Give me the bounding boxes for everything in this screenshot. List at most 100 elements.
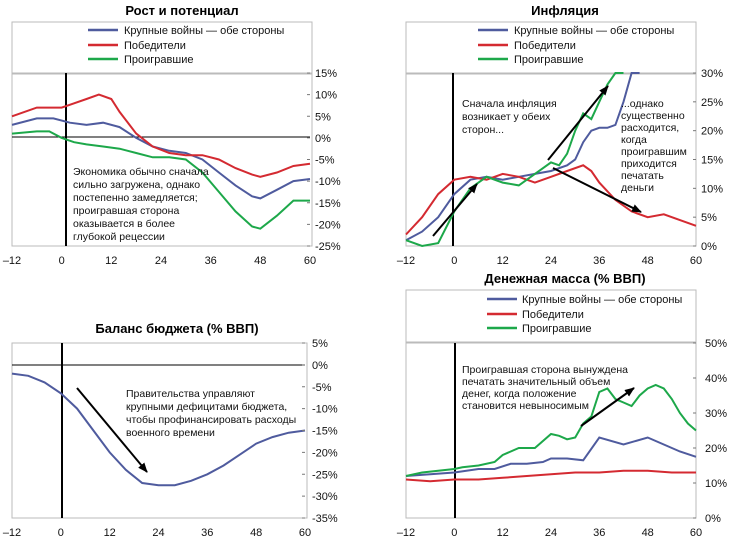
growth-annotation-line: постепенно замедляется;: [73, 192, 198, 204]
money-legend-green-label: Проигравшие: [522, 323, 591, 335]
growth-x-tick-label: 36: [205, 255, 217, 267]
money-annotation-line: денег, когда положение: [462, 388, 577, 400]
inflation-panel: Инфляция Крупные войны — обе стороны Поб…: [397, 3, 723, 267]
budget-annotation-line: Правительства управляют: [126, 388, 255, 400]
growth-annotation-line: проигравшая сторона: [73, 205, 179, 217]
growth-legend-green-label: Проигравшие: [124, 54, 193, 66]
inflation-x-tick-label: 48: [642, 255, 654, 267]
money-legend-blue-label: Крупные войны — обе стороны: [522, 294, 682, 306]
growth-y-tick-label: -5%: [315, 155, 335, 167]
budget-y-tick-label: -10%: [312, 404, 338, 416]
budget-x-tick-label: 48: [250, 527, 262, 539]
budget-annotation-line: чтобы профинансировать расходы: [126, 414, 296, 426]
growth-y-tick-label: 5%: [315, 111, 331, 123]
inflation-legend-blue-label: Крупные войны — обе стороны: [514, 25, 674, 37]
money-y-tick-label: 40%: [705, 373, 727, 385]
money-y-tick-label: 10%: [705, 478, 727, 490]
growth-legend-blue-label: Крупные войны — обе стороны: [124, 25, 284, 37]
budget-x-tick-label: 12: [104, 527, 116, 539]
inflation-legend-box: [405, 21, 697, 75]
money-x-tick-label: 0: [451, 527, 457, 539]
growth-annotation-line: оказывается в более: [73, 218, 175, 230]
inflation-x-tick-label: 0: [451, 255, 457, 267]
growth-x-tick-label: 48: [254, 255, 266, 267]
inflation-x-tick-label: 36: [593, 255, 605, 267]
inflation-annotation-line: расходится,: [621, 122, 679, 134]
inflation-y-tick-label: 30%: [701, 68, 723, 80]
budget-annotation-line: военного времени: [126, 427, 215, 439]
budget-y-tick-label: 5%: [312, 338, 328, 350]
inflation-legend-red-label: Победители: [514, 40, 576, 52]
inflation-annotation-line: сторон...: [462, 124, 504, 136]
money-title: Денежная масса (% ВВП): [484, 271, 645, 286]
money-x-ticks: –12 0 12 24 36 48 60: [397, 527, 702, 539]
growth-legend-box: [11, 21, 313, 75]
growth-x-tick-label: 60: [304, 255, 316, 267]
budget-y-tick-label: -30%: [312, 491, 338, 503]
money-y-tick-label: 50%: [705, 338, 727, 350]
growth-legend-red-label: Победители: [124, 40, 186, 52]
budget-panel: Баланс бюджета (% ВВП) Правительства упр…: [3, 321, 338, 539]
money-annotation: Проигравшая сторона вынуждена печатать з…: [462, 364, 628, 412]
budget-arrow: [76, 387, 148, 473]
money-y-ticks: 50% 40% 30% 20% 10% 0%: [693, 338, 727, 525]
growth-series-red: [11, 93, 311, 178]
inflation-legend-green-label: Проигравшие: [514, 54, 583, 66]
money-panel: Денежная масса (% ВВП) Крупные войны — о…: [397, 271, 727, 539]
growth-y-tick-label: 10%: [315, 90, 337, 102]
inflation-title: Инфляция: [531, 3, 599, 18]
inflation-y-tick-label: 25%: [701, 97, 723, 109]
inflation-annotation-line: ...однако: [621, 98, 664, 110]
budget-plot-frame: [11, 342, 308, 519]
growth-x-tick-label: 12: [105, 255, 117, 267]
growth-annotation-line: Экономика обычно сначала: [73, 166, 209, 178]
inflation-annotation-line: возникает у обеих: [462, 111, 551, 123]
money-annotation-line: Проигравшая сторона вынуждена: [462, 364, 628, 376]
budget-series-blue: [11, 372, 306, 487]
growth-x-tick-label: 0: [59, 255, 65, 267]
budget-x-ticks: –12 0 12 24 36 48 60: [3, 527, 311, 539]
budget-y-tick-label: -35%: [312, 513, 338, 525]
budget-x-tick-label: 0: [58, 527, 64, 539]
growth-annotation-line: сильно загружена, однако: [73, 179, 200, 191]
inflation-annotation-line: приходится: [621, 158, 677, 170]
growth-panel: Рост и потенциал Крупные войны — обе сто…: [3, 3, 341, 267]
inflation-series-blue: [405, 72, 640, 242]
growth-y-tick-label: -20%: [315, 219, 341, 231]
growth-title: Рост и потенциал: [125, 3, 238, 18]
budget-annotation-line: крупными дефицитами бюджета,: [126, 401, 287, 413]
inflation-annotation-left: Сначала инфляция возникает у обеих сторо…: [462, 98, 557, 136]
money-legend-box: [405, 289, 697, 343]
money-y-tick-label: 0%: [705, 513, 721, 525]
growth-y-tick-label: -25%: [315, 241, 341, 253]
money-x-tick-label: 60: [690, 527, 702, 539]
money-x-tick-label: 24: [545, 527, 557, 539]
inflation-x-tick-label: –12: [397, 255, 415, 267]
money-series-green: [405, 383, 697, 477]
growth-y-tick-label: -10%: [315, 176, 341, 188]
budget-x-tick-label: 24: [152, 527, 164, 539]
inflation-x-tick-label: 60: [690, 255, 702, 267]
growth-plot-frame: [11, 72, 313, 247]
budget-title: Баланс бюджета (% ВВП): [95, 321, 258, 336]
inflation-arrow-up-left: [432, 183, 478, 237]
money-series-red: [405, 469, 696, 483]
money-annotation-line: печатать значительный объем: [462, 376, 610, 388]
budget-x-tick-label: 36: [201, 527, 213, 539]
growth-y-tick-label: 15%: [315, 68, 337, 80]
inflation-annotation-line: Сначала инфляция: [462, 98, 557, 110]
growth-x-tick-label: –12: [3, 255, 21, 267]
inflation-annotation-line: когда: [621, 134, 647, 146]
budget-y-tick-label: -5%: [312, 382, 332, 394]
growth-series-green: [11, 130, 310, 230]
budget-y-tick-label: -15%: [312, 426, 338, 438]
budget-y-ticks: 5% 0% -5% -10% -15% -20% -25% -30% -35%: [302, 338, 338, 525]
inflation-x-tick-label: 24: [545, 255, 557, 267]
growth-y-tick-label: -15%: [315, 198, 341, 210]
inflation-annotation-line: существенно: [621, 110, 685, 122]
money-arrow: [580, 387, 635, 427]
growth-y-tick-label: 0%: [315, 133, 331, 145]
money-legend-red-label: Победители: [522, 309, 584, 321]
inflation-arrow-up-right: [547, 85, 609, 161]
